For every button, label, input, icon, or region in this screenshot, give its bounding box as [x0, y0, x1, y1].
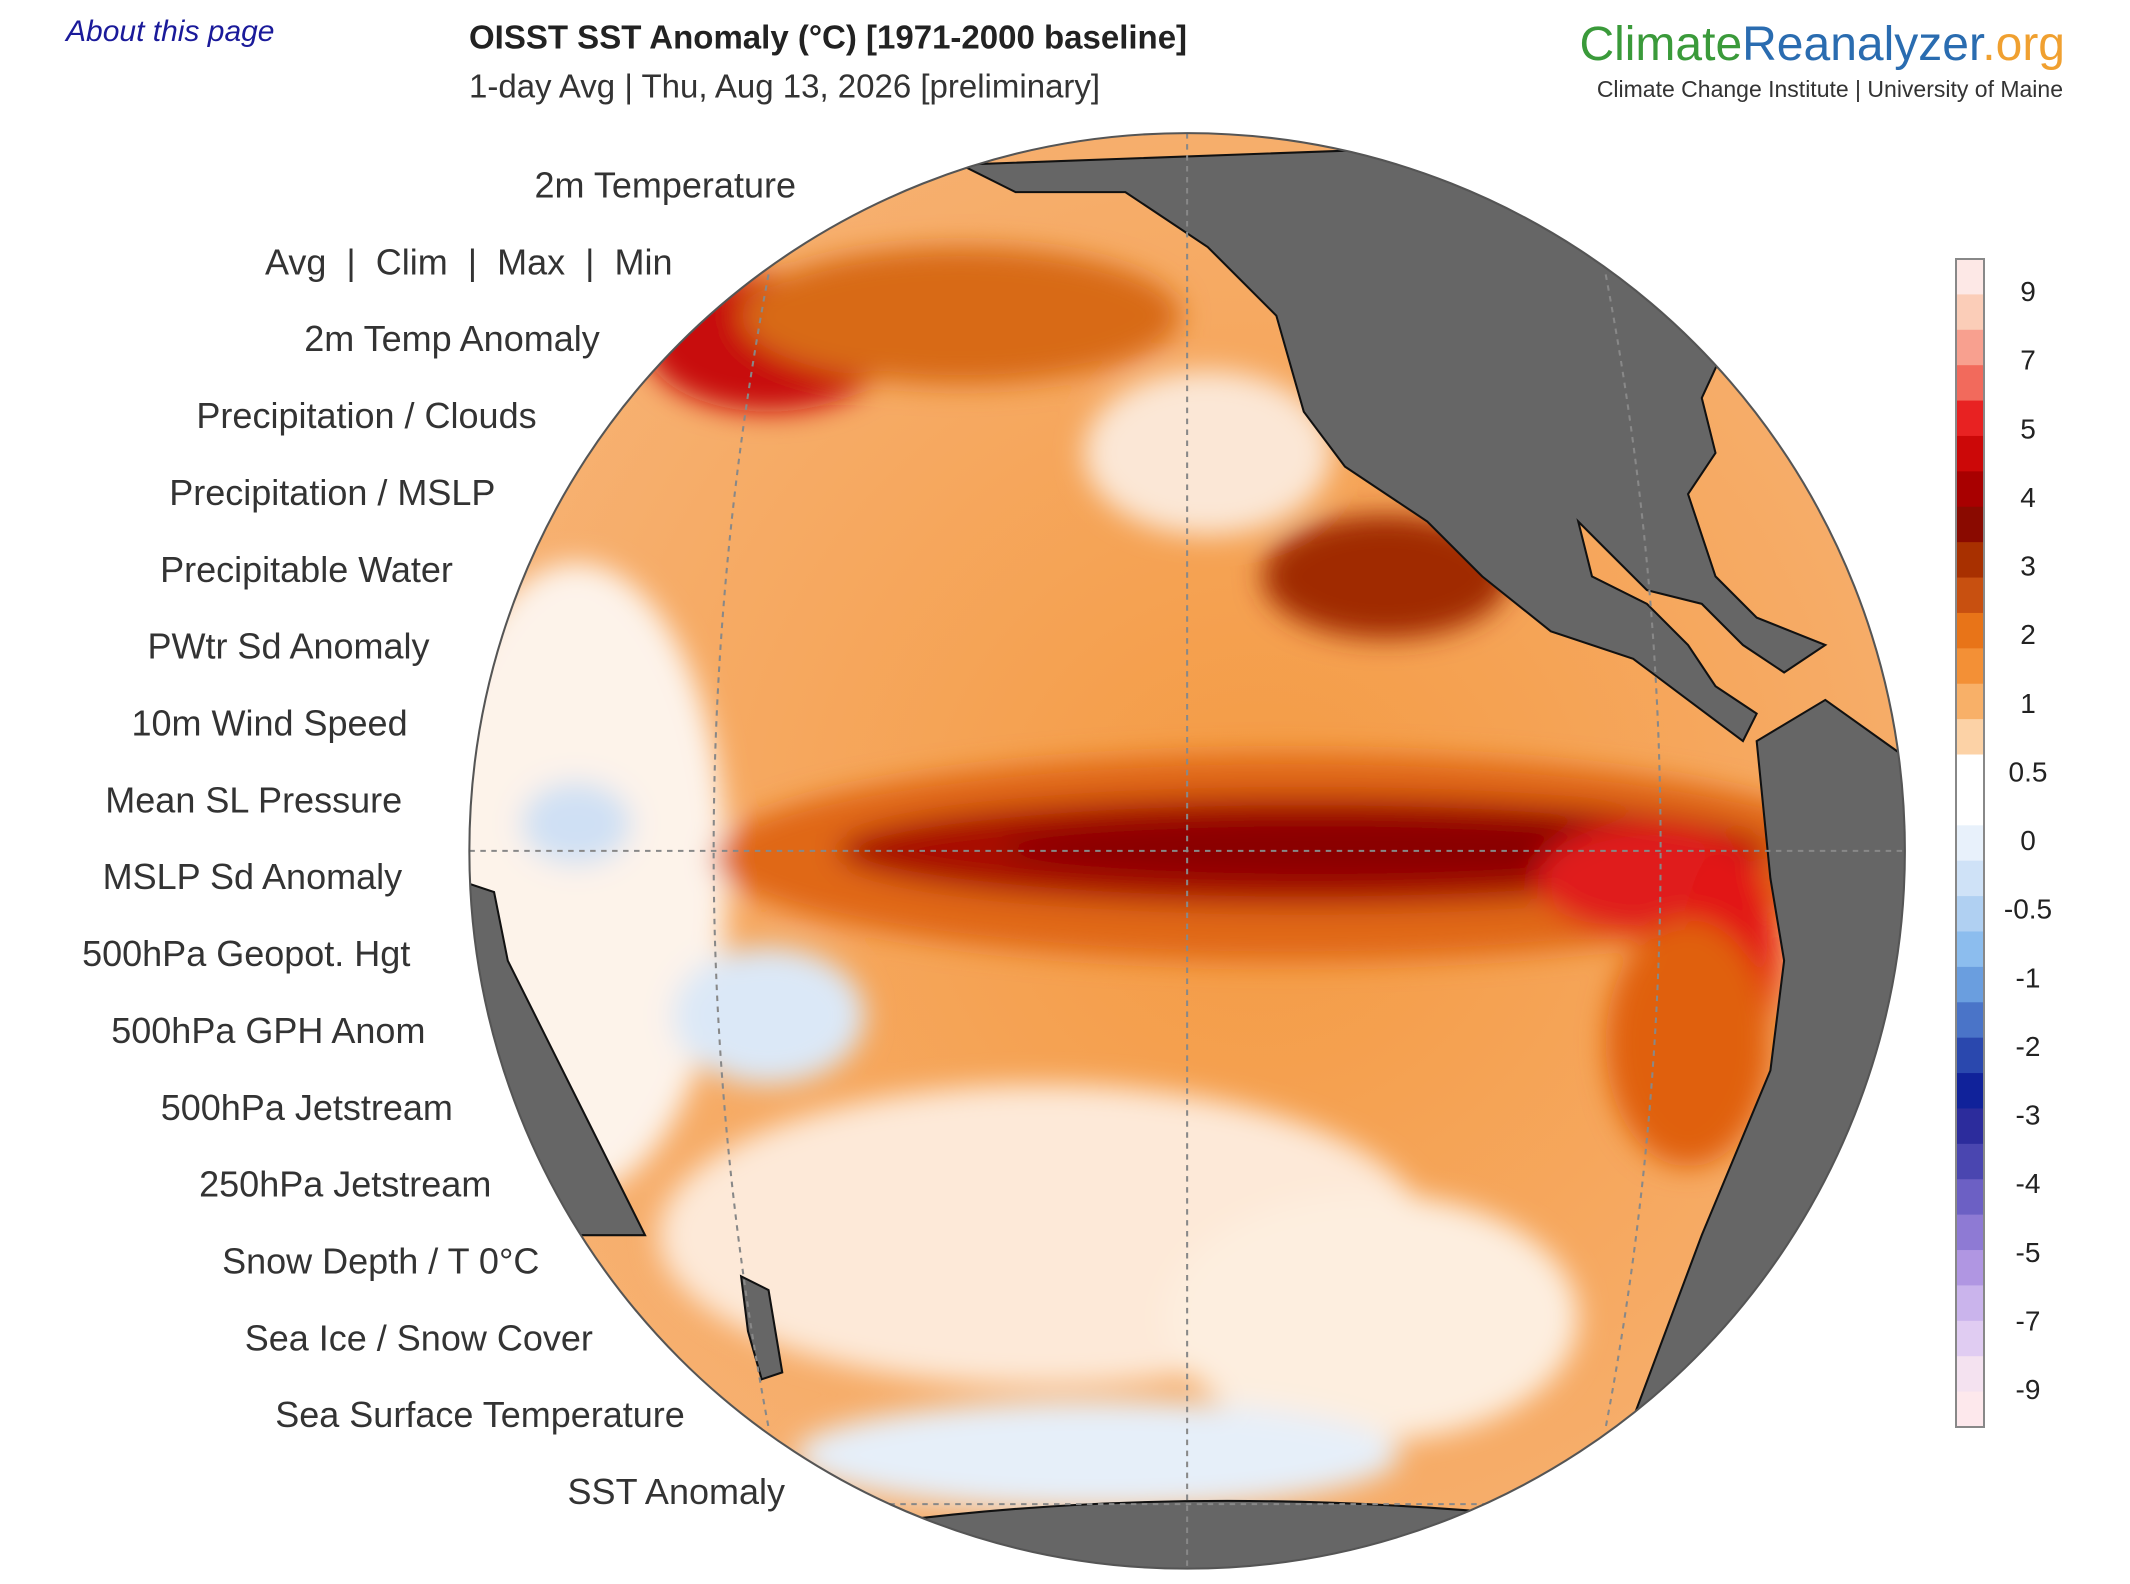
menu-item[interactable]: 2m Temp Anomaly [304, 318, 599, 359]
colorbar-label: -9 [2016, 1374, 2041, 1405]
colorbar-frame [1955, 258, 1985, 1428]
colorbar-swatch [1956, 1320, 1984, 1357]
menu-item[interactable]: Avg | Clim | Max | Min [265, 241, 672, 282]
menu-item[interactable]: Sea Ice / Snow Cover [245, 1317, 593, 1358]
logo-climate: Climate [1579, 18, 1742, 71]
colorbar-label: 4 [2020, 482, 2036, 513]
colorbar-label: -1 [2016, 962, 2041, 993]
colorbar-swatch [1956, 259, 1984, 295]
about-link[interactable]: About this page [64, 15, 275, 48]
colorbar-label: 0.5 [2009, 756, 2048, 787]
colorbar-swatch [1956, 365, 1984, 402]
colorbar-swatch [1956, 789, 1984, 826]
colorbar-swatch [1956, 471, 1984, 508]
globe [468, 132, 1906, 1570]
colorbar-swatch [1956, 542, 1984, 579]
colorbar-swatch [1956, 860, 1984, 897]
colorbar-label: -7 [2016, 1305, 2041, 1336]
colorbar-swatch [1956, 683, 1984, 720]
colorbar-label: -4 [2016, 1168, 2041, 1199]
colorbar-swatch [1956, 1073, 1984, 1109]
colorbar-swatch [1956, 754, 1984, 791]
colorbar-swatch [1956, 1285, 1984, 1322]
menu-item[interactable]: Precipitation / Clouds [196, 395, 536, 436]
menu-item[interactable]: Snow Depth / T 0°C [222, 1240, 539, 1281]
menu-item[interactable]: Precipitable Water [160, 549, 453, 590]
colorbar-swatch [1956, 506, 1984, 543]
colorbar-swatch [1956, 1250, 1984, 1286]
colorbar-swatch [1956, 1143, 1984, 1180]
map-subtitle: 1-day Avg | Thu, Aug 13, 2026 [prelimina… [469, 68, 1100, 105]
colorbar-swatch [1956, 896, 1984, 932]
colorbar-swatch [1956, 400, 1984, 437]
map-title: OISST SST Anomaly (°C) [1971-2000 baseli… [469, 19, 1187, 56]
logo-reanalyzer: Reanalyzer [1742, 18, 1985, 71]
colorbar-label: 7 [2020, 345, 2036, 376]
menu: 2m Temperature Avg | Clim | Max | Min 2m T… [82, 165, 796, 1513]
menu-item[interactable]: 500hPa GPH Anom [111, 1010, 425, 1051]
colorbar-swatch [1956, 577, 1984, 614]
menu-item[interactable]: 500hPa Geopot. Hgt [82, 933, 410, 974]
logo-tagline: Climate Change Institute | University of… [1597, 76, 2063, 102]
colorbar-swatch [1956, 931, 1984, 968]
colorbar-swatch [1956, 648, 1984, 685]
menu-item[interactable]: SST Anomaly [568, 1471, 785, 1512]
colorbar-label: 5 [2020, 413, 2036, 444]
colorbar-swatch [1956, 1037, 1984, 1074]
colorbar-swatch [1956, 719, 1984, 756]
colorbar-swatch [1956, 1179, 1984, 1216]
colorbar: 9 7 5 4 3 2 1 0.5 0 -0.5 -1 -2 -3 -4 -5 -7 -9 [1955, 258, 2052, 1428]
colorbar-label: -3 [2016, 1100, 2041, 1131]
menu-item[interactable]: 250hPa Jetstream [199, 1164, 491, 1205]
menu-item[interactable]: PWtr Sd Anomaly [147, 626, 429, 667]
menu-item[interactable]: Precipitation / MSLP [169, 472, 495, 513]
colorbar-swatch [1956, 1002, 1984, 1039]
colorbar-swatch [1956, 329, 1984, 366]
colorbar-label: 9 [2020, 276, 2036, 307]
colorbar-swatch [1956, 1356, 1984, 1393]
colorbar-swatch [1956, 825, 1984, 862]
colorbar-swatch [1956, 1214, 1984, 1251]
globe-outline [468, 132, 1906, 1570]
menu-item[interactable]: Sea Surface Temperature [275, 1394, 685, 1435]
colorbar-swatch [1956, 612, 1984, 649]
colorbar-label: -5 [2016, 1237, 2041, 1268]
colorbar-label: 1 [2020, 688, 2036, 719]
menu-item[interactable]: 2m Temperature [535, 165, 796, 206]
colorbar-label: 3 [2020, 551, 2036, 582]
colorbar-swatch [1956, 1108, 1984, 1145]
colorbar-swatch [1956, 966, 1984, 1003]
menu-item[interactable]: 500hPa Jetstream [161, 1087, 453, 1128]
colorbar-label: -0.5 [2004, 894, 2052, 925]
menu-item[interactable]: Mean SL Pressure [105, 779, 402, 820]
colorbar-swatch [1956, 435, 1984, 472]
colorbar-label: 2 [2020, 619, 2036, 650]
colorbar-label: 0 [2020, 825, 2036, 856]
new-zealand [739, 1274, 784, 1381]
colorbar-label: -2 [2016, 1031, 2041, 1062]
logo-org: .org [1982, 18, 2065, 71]
menu-item[interactable]: MSLP Sd Anomaly [103, 856, 403, 897]
colorbar-swatch [1956, 294, 1984, 331]
logo[interactable]: ClimateReanalyzer.org [1579, 18, 2065, 71]
colorbar-swatch [1956, 1391, 1984, 1428]
menu-item[interactable]: 10m Wind Speed [131, 703, 407, 744]
